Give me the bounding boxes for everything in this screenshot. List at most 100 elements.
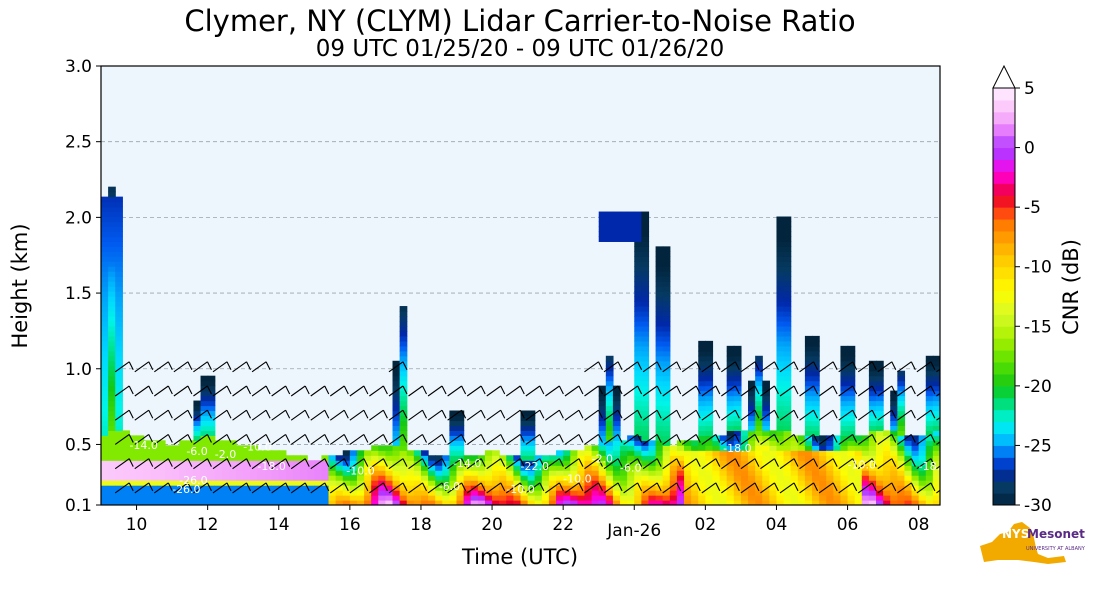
contour-cell	[804, 340, 813, 347]
contour-cell	[250, 450, 259, 456]
contour-cell	[321, 455, 330, 461]
contour-cell	[932, 415, 940, 422]
contour-cell	[278, 495, 287, 501]
contour-cell	[484, 480, 493, 486]
contour-label: -2.0	[592, 453, 613, 466]
contour-cell	[435, 465, 443, 471]
contour-cell	[477, 455, 486, 461]
contour-cell	[108, 360, 116, 367]
contour-cell	[662, 311, 671, 317]
contour-cell	[101, 350, 109, 357]
contour-cell	[776, 256, 785, 262]
contour-cell	[143, 470, 152, 476]
contour-cell	[101, 241, 109, 247]
contour-cell	[932, 385, 940, 392]
contour-cell	[428, 465, 436, 471]
contour-cell	[101, 365, 109, 372]
contour-cell	[705, 480, 714, 486]
contour-cell	[776, 311, 785, 317]
contour-cell	[115, 385, 123, 392]
y-tick-label: 2.5	[65, 133, 92, 153]
wind-barb	[329, 385, 345, 397]
contour-cell	[115, 420, 123, 427]
contour-cell	[783, 296, 792, 302]
contour-label: -10.0	[346, 465, 374, 478]
contour-cell	[627, 211, 635, 218]
contour-cell	[278, 480, 287, 486]
contour-cell	[193, 450, 202, 456]
contour-cell	[897, 405, 906, 412]
contour-cell	[200, 460, 209, 466]
contour-cell	[783, 315, 792, 322]
contour-cell	[826, 480, 834, 486]
contour-cell	[115, 325, 123, 332]
contour-cell	[513, 490, 522, 496]
contour-cell	[442, 470, 450, 476]
contour-cell	[108, 201, 116, 208]
contour-cell	[207, 480, 216, 486]
contour-cell	[655, 335, 664, 342]
wind-barb	[740, 385, 756, 397]
contour-cell	[868, 470, 877, 476]
contour-cell	[655, 420, 664, 427]
contour-cell	[705, 375, 714, 382]
contour-cell	[783, 495, 792, 501]
wind-barb-flag	[950, 386, 954, 394]
contour-cell	[819, 495, 827, 501]
contour-cell	[570, 450, 578, 456]
wind-barb	[877, 458, 893, 470]
contour-cell	[413, 465, 422, 471]
contour-cell	[783, 450, 792, 456]
contour-cell	[883, 500, 891, 505]
contour-cell	[812, 465, 820, 471]
contour-cell	[755, 415, 763, 422]
contour-cell	[456, 475, 465, 481]
contour-cell	[292, 485, 301, 491]
contour-cell	[733, 400, 742, 407]
contour-cell	[883, 445, 891, 451]
colorbar-swatch	[993, 457, 1015, 470]
wind-barb	[877, 361, 893, 373]
contour-cell	[484, 485, 493, 491]
contour-cell	[115, 475, 123, 481]
wind-barb	[212, 458, 228, 470]
wind-barb	[193, 385, 208, 397]
wind-barb-flag	[578, 482, 584, 492]
contour-cell	[548, 480, 557, 486]
wind-barb-flag	[422, 434, 428, 443]
contour-cell	[541, 460, 550, 466]
contour-cell	[605, 435, 614, 441]
contour-cell	[918, 490, 927, 496]
contour-cell	[285, 465, 294, 471]
contour-cell	[634, 335, 642, 342]
wind-barb-flag	[226, 409, 232, 419]
contour-cell	[108, 340, 116, 347]
contour-cell	[179, 470, 187, 476]
contour-cell	[577, 500, 586, 505]
contour-cell	[776, 435, 785, 441]
contour-cell	[399, 475, 408, 481]
contour-cell	[605, 355, 614, 362]
contour-cell	[676, 460, 685, 466]
contour-cell	[200, 490, 209, 496]
contour-cell	[769, 435, 778, 441]
contour-cell	[300, 470, 308, 476]
contour-cell	[101, 335, 109, 342]
contour-cell	[840, 480, 849, 486]
contour-cell	[726, 390, 735, 397]
wind-barb-flag	[813, 361, 819, 371]
colorbar-tick-label: -5	[1024, 198, 1041, 218]
wind-barb-flag	[617, 361, 623, 371]
contour-cell	[705, 430, 714, 436]
contour-cell	[911, 495, 920, 501]
colorbar-swatch	[993, 314, 1015, 327]
wind-barb	[916, 482, 932, 494]
contour-cell	[101, 430, 109, 436]
contour-cell	[726, 490, 735, 496]
wind-barb	[486, 385, 502, 397]
contour-cell	[755, 355, 763, 362]
wind-barb-flag	[187, 361, 193, 371]
contour-cell	[499, 475, 507, 481]
contour-cell	[698, 455, 706, 461]
contour-cell	[449, 475, 458, 481]
